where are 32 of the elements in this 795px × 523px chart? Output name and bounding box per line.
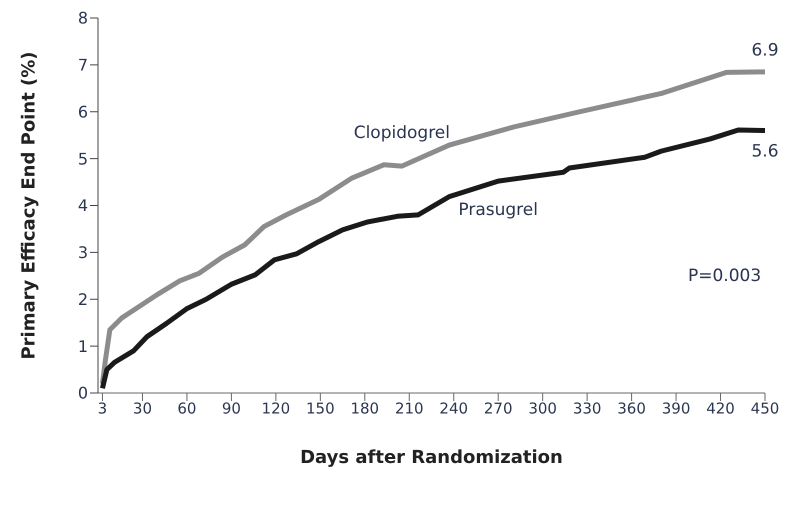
y-tick-label: 6	[78, 102, 88, 122]
y-tick-label: 8	[78, 8, 88, 28]
y-tick-label: 3	[78, 243, 88, 262]
x-tick-label: 210	[394, 400, 424, 418]
x-tick-label: 240	[439, 400, 468, 418]
x-tick-label: 3	[98, 400, 108, 418]
x-tick-label: 180	[350, 400, 380, 418]
annotation: 6.9	[751, 40, 779, 61]
y-tick-label: 7	[78, 56, 88, 75]
annotation: P=0.003	[688, 266, 762, 286]
y-tick-label: 2	[78, 290, 88, 309]
x-tick-label: 90	[222, 400, 241, 418]
y-tick-label: 1	[78, 336, 88, 356]
x-tick-label: 450	[750, 400, 780, 418]
y-axis-title: Primary Efficacy End Point (%)	[18, 51, 40, 360]
x-axis-title: Days after Randomization	[300, 447, 563, 468]
x-tick-label: 330	[572, 400, 602, 418]
x-tick-label: 390	[662, 400, 690, 418]
x-tick-label: 120	[262, 400, 290, 418]
x-tick-label: 360	[617, 400, 646, 418]
x-tick-label: 60	[177, 400, 196, 418]
series-label: Clopidogrel	[354, 123, 450, 144]
x-tick-label: 150	[306, 400, 335, 418]
y-tick-label: 4	[78, 196, 88, 216]
y-tick-label: 0	[78, 384, 88, 403]
series-label: Prasugrel	[458, 200, 538, 220]
y-tick-label: 5	[78, 149, 88, 168]
x-tick-label: 420	[706, 400, 735, 418]
x-tick-label: 30	[132, 400, 152, 418]
x-tick-label: 270	[484, 400, 513, 418]
annotation: 5.6	[751, 142, 779, 162]
x-tick-label: 300	[528, 400, 557, 418]
